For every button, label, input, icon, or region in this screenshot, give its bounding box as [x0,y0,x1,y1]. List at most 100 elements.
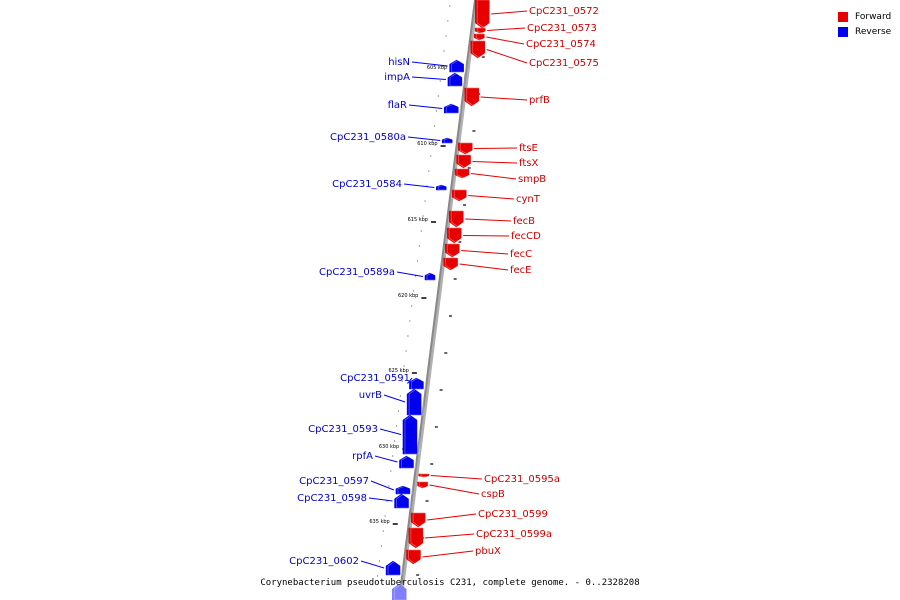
reverse-gene-11-highlight [396,493,411,509]
forward-gene-4-highlight [466,87,482,107]
reverse-gene-label: CpC231_0591 [340,373,410,384]
reverse-gene-2-body [444,103,459,114]
forward-leader-9 [465,218,512,222]
reverse-gene-12-highlight [387,560,403,576]
legend-label-reverse: Reverse [855,26,892,37]
forward-gene-label: CpC231_0573 [527,23,597,34]
forward-leader-17 [422,550,474,558]
forward-gene-2-highlight [475,33,487,41]
legend-item-reverse: Reverse [838,24,891,39]
reverse-swatch-icon [838,26,848,37]
forward-gene-11-body [445,243,460,258]
forward-gene-12 [443,257,460,271]
reverse-gene-10-body [395,485,411,495]
forward-gene-16 [408,527,426,549]
forward-gene-label: CpC231_0575 [529,58,599,69]
reverse-leader-6 [407,377,413,384]
forward-leader-4 [480,96,528,101]
forward-gene-3-body [470,40,485,59]
forward-gene-5-body [457,142,473,155]
forward-gene-5 [457,142,475,155]
reverse-leader-1 [411,76,446,80]
reverse-gene-6 [409,377,426,390]
forward-gene-7-highlight [456,168,472,179]
forward-gene-11-highlight [446,243,462,258]
forward-gene-13-body [418,473,430,478]
bottom-partial-gene-body [392,583,407,600]
forward-gene-9-highlight [450,210,466,228]
forward-gene-14-highlight [419,481,430,489]
forward-leader-14 [429,484,480,495]
reverse-gene-3-highlight [443,137,455,144]
forward-gene-11 [445,243,462,258]
reverse-gene-4-highlight [437,184,449,191]
forward-leader-6 [472,161,518,164]
forward-gene-label: cynT [516,194,541,205]
forward-gene-label: CpC231_0599a [476,529,552,540]
forward-gene-label: pbuX [475,546,501,557]
forward-gene-1-highlight [476,27,488,34]
forward-leader-2 [486,36,525,45]
forward-gene-6 [456,154,473,169]
forward-gene-9-body [449,210,464,228]
forward-gene-1 [474,27,488,34]
forward-gene-7-body [454,168,470,179]
forward-gene-15-highlight [412,512,428,528]
reverse-gene-11-body [394,493,409,509]
reverse-leader-5 [396,271,424,277]
forward-gene-label: CpC231_0574 [526,39,596,50]
forward-leader-1 [487,27,526,31]
reverse-gene-7-highlight [408,388,424,416]
reverse-gene-0-highlight [451,59,467,73]
forward-gene-12-body [443,257,458,271]
reverse-gene-label: uvrB [359,390,382,401]
forward-gene-label: CpC231_0595a [484,474,560,485]
reverse-leader-0 [411,61,448,67]
kbp-tick-label: 635 kbp [369,519,389,525]
forward-gene-5-highlight [459,142,475,155]
forward-gene-6-highlight [458,154,473,169]
forward-gene-13-highlight [420,473,432,478]
forward-leader-12 [459,263,509,271]
kbp-tick-label: 625 kbp [388,368,408,374]
legend-label-forward: Forward [855,11,892,22]
reverse-gene-label: CpC231_0602 [289,556,359,567]
forward-gene-4-body [464,87,479,107]
forward-gene-16-body [408,527,424,549]
forward-gene-14-body [417,481,428,489]
reverse-leader-8 [379,428,402,435]
reverse-gene-1-highlight [449,72,465,87]
kbp-tick-label: 605 kbp [427,65,447,71]
reverse-gene-label: CpC231_0580a [330,132,406,143]
reverse-gene-label: rpfA [352,451,373,462]
forward-gene-10-highlight [448,227,464,244]
reverse-gene-6-highlight [411,377,426,390]
forward-gene-7 [454,168,472,179]
reverse-gene-1 [447,72,465,87]
genome-caption: Corynebacterium pseudotuberculosis C231,… [260,578,640,588]
forward-gene-3-highlight [472,40,488,59]
reverse-gene-2-highlight [445,103,461,114]
forward-gene-17-body [406,549,421,565]
reverse-gene-2 [444,103,461,114]
forward-gene-8-highlight [453,189,469,202]
reverse-gene-label: CpC231_0597 [299,476,369,487]
reverse-leader-3 [407,136,441,141]
forward-gene-14 [417,481,430,489]
reverse-gene-5-highlight [426,272,438,281]
forward-leader-5 [474,147,518,149]
reverse-gene-7 [406,388,424,416]
forward-leader-7 [470,173,517,180]
reverse-gene-8-body [402,414,418,455]
forward-gene-13 [418,473,432,478]
forward-gene-label: cspB [481,489,505,500]
forward-gene-15-body [410,512,426,528]
forward-gene-2-body [474,33,485,41]
reverse-leader-11 [368,497,393,502]
forward-gene-12-highlight [445,257,460,271]
forward-gene-2 [474,33,487,41]
reverse-gene-0-body [449,59,464,73]
forward-swatch-icon [838,11,848,22]
forward-gene-0-highlight [476,0,492,29]
